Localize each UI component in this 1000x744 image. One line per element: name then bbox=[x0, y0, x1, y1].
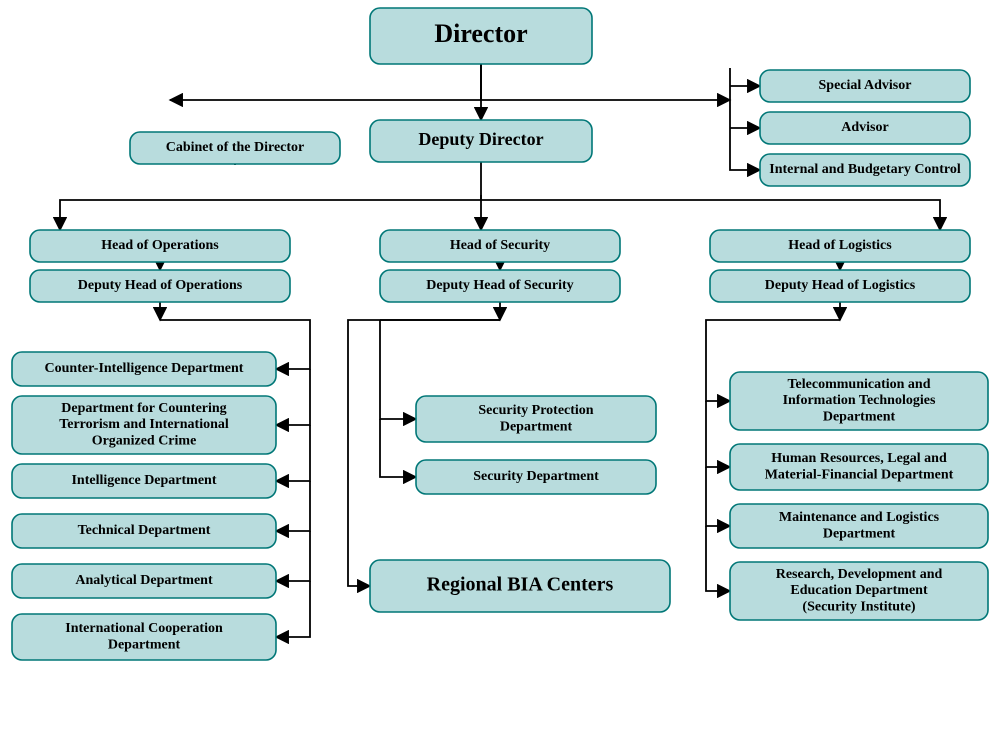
node-intel_dept: Intelligence Department bbox=[12, 464, 276, 498]
node-maint_log: Maintenance and LogisticsDepartment bbox=[730, 504, 988, 548]
edge bbox=[276, 531, 310, 581]
edge bbox=[60, 195, 481, 230]
node-deputy: Deputy Director bbox=[370, 120, 592, 162]
edge bbox=[276, 481, 310, 531]
node-label: Department for Countering bbox=[61, 401, 226, 416]
node-label: Research, Development and bbox=[776, 567, 943, 582]
edge bbox=[706, 467, 730, 526]
node-intl_coop: International CooperationDepartment bbox=[12, 614, 276, 660]
node-hr_legal: Human Resources, Legal andMaterial-Finan… bbox=[730, 444, 988, 490]
node-sec_prot: Security ProtectionDepartment bbox=[416, 396, 656, 442]
node-director: Director bbox=[370, 8, 592, 64]
node-label: Cabinet of the Director bbox=[166, 140, 305, 155]
node-label: Deputy Head of Operations bbox=[78, 278, 243, 293]
node-head_log: Head of Logistics bbox=[710, 230, 970, 262]
node-label: Department bbox=[823, 409, 896, 424]
node-label: Counter-Intelligence Department bbox=[45, 361, 244, 376]
edge bbox=[276, 369, 310, 425]
node-tech_dept: Technical Department bbox=[12, 514, 276, 548]
node-counter_intel: Counter-Intelligence Department bbox=[12, 352, 276, 386]
node-special_advisor: Special Advisor bbox=[760, 70, 970, 102]
edge bbox=[706, 401, 730, 467]
edge bbox=[380, 419, 416, 477]
node-label: Deputy Director bbox=[418, 129, 543, 149]
edge bbox=[380, 320, 416, 419]
node-advisor: Advisor bbox=[760, 112, 970, 144]
node-sec_dept: Security Department bbox=[416, 460, 656, 494]
edge bbox=[276, 425, 310, 481]
node-telecom: Telecommunication andInformation Technol… bbox=[730, 372, 988, 430]
node-label: Security Protection bbox=[478, 403, 593, 418]
node-label: Head of Logistics bbox=[788, 238, 892, 253]
node-label: Department bbox=[500, 419, 573, 434]
node-label: Deputy Head of Security bbox=[426, 278, 573, 293]
node-dep_head_ops: Deputy Head of Operations bbox=[30, 270, 290, 302]
node-label: Deputy Head of Logistics bbox=[765, 278, 916, 293]
node-label: Material-Financial Department bbox=[765, 467, 954, 482]
node-cabinet: Cabinet of the Director bbox=[130, 132, 340, 164]
node-dep_head_sec: Deputy Head of Security bbox=[380, 270, 620, 302]
node-label: Security Department bbox=[473, 469, 599, 484]
node-head_ops: Head of Operations bbox=[30, 230, 290, 262]
node-label: Internal and Budgetary Control bbox=[769, 162, 961, 177]
node-regional: Regional BIA Centers bbox=[370, 560, 670, 612]
node-label: Human Resources, Legal and bbox=[771, 451, 947, 466]
node-internal_budget: Internal and Budgetary Control bbox=[760, 154, 970, 186]
edge bbox=[276, 581, 310, 637]
node-dep_head_log: Deputy Head of Logistics bbox=[710, 270, 970, 302]
node-label: Advisor bbox=[841, 120, 888, 135]
node-label: Telecommunication and bbox=[788, 377, 931, 392]
node-label: Technical Department bbox=[78, 523, 211, 538]
edge bbox=[348, 320, 500, 586]
edge bbox=[481, 64, 730, 100]
edge bbox=[170, 64, 481, 100]
node-head_sec: Head of Security bbox=[380, 230, 620, 262]
edge bbox=[730, 68, 760, 170]
node-label: Analytical Department bbox=[75, 573, 213, 588]
edge bbox=[706, 526, 730, 591]
node-analytical: Analytical Department bbox=[12, 564, 276, 598]
node-label: Maintenance and Logistics bbox=[779, 510, 940, 525]
node-label: Special Advisor bbox=[819, 78, 912, 93]
node-label: Head of Operations bbox=[101, 238, 219, 253]
edge bbox=[481, 200, 940, 230]
node-research: Research, Development andEducation Depar… bbox=[730, 562, 988, 620]
node-label: (Security Institute) bbox=[802, 599, 915, 614]
node-label: Department bbox=[823, 526, 896, 541]
node-label: Organized Crime bbox=[92, 433, 197, 448]
node-counter_terror: Department for CounteringTerrorism and I… bbox=[12, 396, 276, 454]
node-label: International Cooperation bbox=[65, 621, 223, 636]
org-chart-diagram: Director Cabinet of the Director Deputy Di… bbox=[0, 0, 1000, 744]
node-label: Department bbox=[108, 637, 181, 652]
node-label: Director bbox=[434, 19, 527, 48]
node-label: Terrorism and International bbox=[59, 417, 229, 432]
node-label: Regional BIA Centers bbox=[427, 574, 614, 596]
node-label: Intelligence Department bbox=[71, 473, 216, 488]
node-label: Education Department bbox=[790, 583, 928, 598]
node-label: Head of Security bbox=[450, 238, 550, 253]
node-label: Information Technologies bbox=[783, 393, 936, 408]
